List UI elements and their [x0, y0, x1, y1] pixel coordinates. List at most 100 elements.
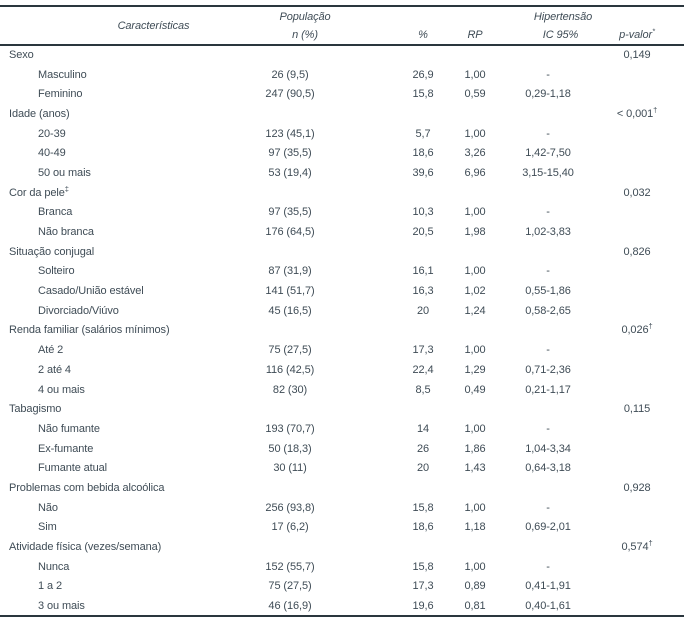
cell-pct: 15,8 [412, 501, 434, 514]
cell-rp [458, 242, 498, 262]
cell-ic95: - [546, 206, 550, 219]
cell-ic95 [498, 242, 598, 262]
table-row: Idade (anos) < 0,001† [0, 104, 684, 124]
cell-pct: 10,3 [412, 206, 434, 219]
cell-ic95: 0,64-3,18 [525, 462, 571, 475]
cell-p-valor [598, 419, 684, 439]
cell-ic95: 0,69-2,01 [525, 521, 571, 534]
col-header-ic95: IC 95% [542, 29, 579, 41]
cell-ic95 [498, 478, 598, 498]
cell-rp [458, 183, 498, 203]
cell-characteristic: 50 ou mais [38, 166, 91, 179]
cell-characteristic: 2 até 4 [38, 363, 71, 376]
cell-pct [358, 537, 458, 557]
cell-p-valor: 0,149 [623, 49, 651, 62]
cell-rp: 1,00 [464, 68, 486, 81]
cell-characteristic: Ex-fumante [38, 442, 94, 455]
cell-pct: 17,3 [412, 580, 434, 593]
cell-ic95: 0,58-2,65 [525, 304, 571, 317]
col-header-n-pct: n (%) [292, 29, 318, 41]
cell-n-pct: 30 (11) [273, 462, 307, 475]
table-row: Solteiro 87 (31,9) 16,1 1,00 - [0, 262, 684, 282]
table-row: 40-49 97 (35,5) 18,6 3,26 1,42-7,50 [0, 143, 684, 163]
table-row: Renda familiar (salários mínimos) 0,026† [0, 321, 684, 341]
cell-characteristic: Solteiro [38, 265, 75, 278]
cell-p-valor [598, 262, 684, 282]
cell-ic95: 1,42-7,50 [525, 147, 571, 160]
cell-ic95: - [546, 265, 550, 278]
cell-n-pct: 46 (16,9) [268, 599, 312, 612]
cell-rp: 1,00 [464, 344, 486, 357]
cell-ic95: 1,02-3,83 [525, 226, 571, 239]
cell-n-pct [222, 478, 358, 498]
table-row: Feminino 247 (90,5) 15,8 0,59 0,29-1,18 [0, 84, 684, 104]
table-row: Cor da pele‡ 0,032 [0, 183, 684, 203]
cell-ic95: 0,40-1,61 [525, 599, 571, 612]
footnote-marker: ‡ [64, 184, 69, 193]
cell-n-pct: 176 (64,5) [265, 226, 315, 239]
cell-n-pct: 75 (27,5) [268, 344, 312, 357]
cell-rp: 6,96 [464, 166, 486, 179]
cell-pct: 15,8 [412, 88, 434, 101]
cell-p-valor [598, 518, 684, 538]
cell-p-valor [598, 143, 684, 163]
cell-p-valor [598, 301, 684, 321]
cell-pct [358, 45, 458, 65]
cell-pct [358, 321, 458, 341]
cell-characteristic: Cor da pele‡ [9, 184, 69, 199]
cell-p-valor: 0,026† [621, 321, 653, 337]
table-row: Fumante atual 30 (11) 20 1,43 0,64-3,18 [0, 458, 684, 478]
table-row: Problemas com bebida alcoólica 0,928 [0, 478, 684, 498]
cell-pct: 18,6 [412, 147, 434, 160]
cell-p-valor: 0,032 [623, 186, 651, 199]
col-group-hipertensao: Hipertensão [533, 10, 593, 23]
cell-rp: 0,89 [464, 580, 486, 593]
cell-characteristic: 3 ou mais [38, 599, 85, 612]
footnote-marker: † [648, 321, 653, 331]
cell-characteristic: Não [38, 501, 58, 514]
cell-rp: 1,98 [464, 226, 486, 239]
cell-pct: 19,6 [412, 599, 434, 612]
cell-pct: 20 [416, 462, 430, 475]
cell-n-pct [222, 45, 358, 65]
cell-p-valor [598, 498, 684, 518]
cell-rp [458, 537, 498, 557]
header-row-columns: n (%) % RP IC 95% p-valor* [0, 26, 684, 45]
table-row: Sexo 0,149 [0, 45, 684, 65]
cell-pct: 16,1 [412, 265, 434, 278]
cell-rp: 1,00 [464, 501, 486, 514]
cell-rp [458, 399, 498, 419]
cell-rp [458, 104, 498, 124]
cell-rp: 1,43 [464, 462, 486, 475]
cell-pct: 20,5 [412, 226, 434, 239]
cell-n-pct: 141 (51,7) [265, 285, 315, 298]
cell-pct [358, 478, 458, 498]
table-row: Não fumante 193 (70,7) 14 1,00 - [0, 419, 684, 439]
cell-pct [358, 399, 458, 419]
cell-characteristic: Atividade física (vezes/semana) [9, 541, 162, 554]
cell-characteristic: Fumante atual [38, 462, 108, 475]
cell-characteristic: Idade (anos) [9, 107, 70, 120]
cell-characteristic: Divorciado/Viúvo [38, 304, 119, 317]
cell-pct: 15,8 [412, 560, 434, 573]
cell-rp: 1,29 [464, 363, 486, 376]
cell-rp: 1,00 [464, 127, 486, 140]
cell-characteristic: 4 ou mais [38, 383, 85, 396]
cell-rp: 1,00 [464, 206, 486, 219]
col-header-rp: RP [467, 29, 483, 41]
cell-pct: 16,3 [412, 285, 434, 298]
cell-characteristic: 20-39 [38, 127, 66, 140]
cell-p-valor [598, 439, 684, 459]
cell-ic95: 0,21-1,17 [525, 383, 571, 396]
cell-ic95: 0,55-1,86 [525, 285, 571, 298]
footnote-marker: † [648, 538, 653, 548]
table-row: Não branca 176 (64,5) 20,5 1,98 1,02-3,83 [0, 222, 684, 242]
cell-ic95: - [546, 560, 550, 573]
cell-ic95: - [546, 68, 550, 81]
cell-n-pct: 116 (42,5) [265, 363, 315, 376]
cell-characteristic: Situação conjugal [9, 245, 95, 258]
cell-ic95: 3,15-15,40 [522, 166, 574, 179]
table-row: Não 256 (93,8) 15,8 1,00 - [0, 498, 684, 518]
cell-rp: 0,59 [464, 88, 486, 101]
